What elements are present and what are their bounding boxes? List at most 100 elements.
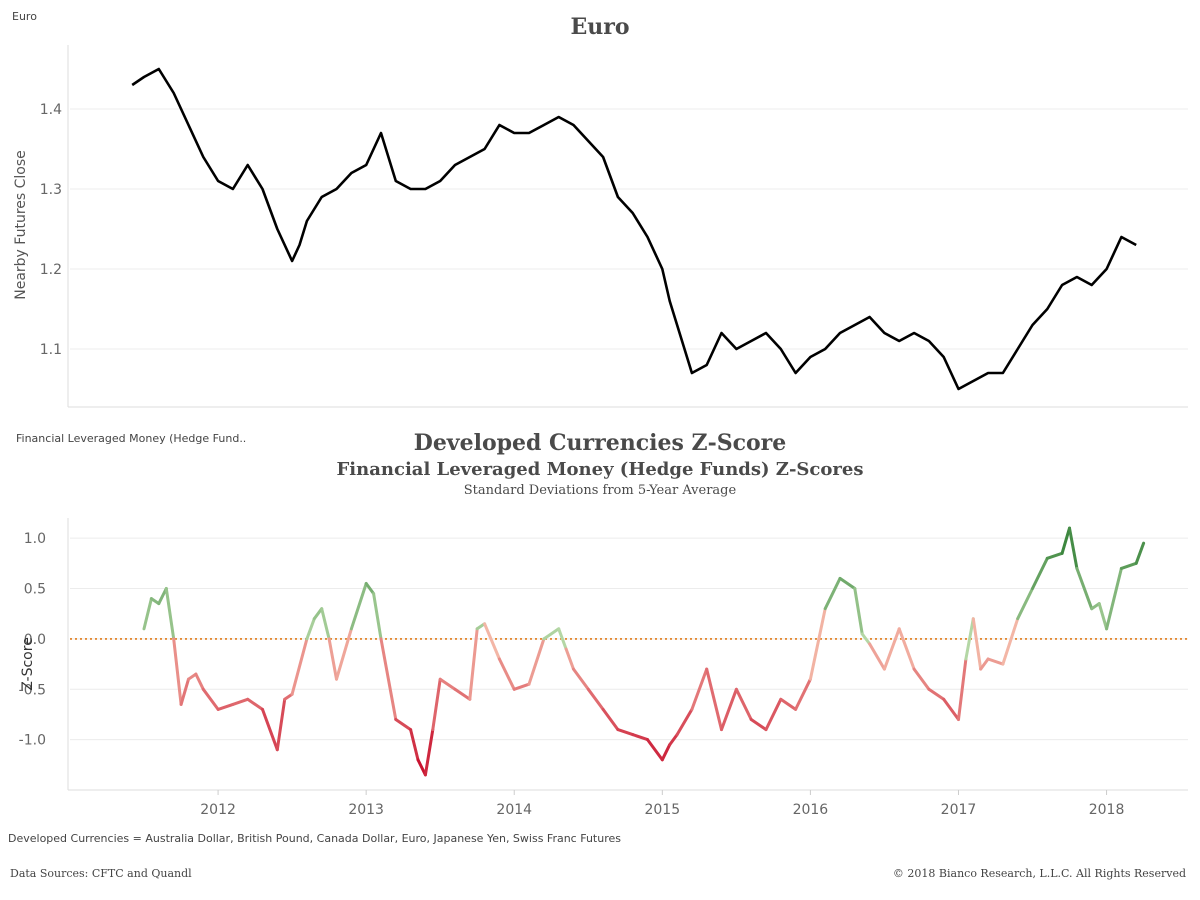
zscore-series-segment [616, 728, 635, 737]
zscore-series-segment [335, 627, 353, 681]
zscore-series-segment [1001, 617, 1020, 666]
zscore-series-segment [261, 707, 279, 752]
zscore-series-segment [1075, 566, 1094, 611]
z-x-tick-label: 2018 [1089, 802, 1125, 818]
zscore-series-segment [416, 758, 427, 777]
zscore-chart-title: Developed Currencies Z-Score [413, 430, 787, 456]
euro-chart: 1.4 1.3 1.2 1.1 Nearby Futures Close [13, 45, 1188, 408]
z-y-tick-label: -0.5 [19, 682, 46, 698]
zscore-series-segment [275, 697, 287, 752]
zscore-chart-subtitle: Financial Leveraged Money (Hedge Funds) … [336, 459, 864, 480]
zscore-series-segment [379, 637, 398, 721]
zscore-series-segment [942, 697, 960, 721]
zscore-series-segment [749, 718, 768, 732]
zscore-series-segment [853, 587, 864, 636]
zscore-series-segment [1031, 556, 1049, 590]
zscore-series-segment [1097, 602, 1109, 631]
footer-sources: Data Sources: CFTC and Quandl [10, 867, 192, 880]
euro-chart-title: Euro [570, 14, 630, 40]
zscore-series-segment [572, 667, 590, 691]
zscore-series-segment [142, 597, 153, 631]
zscore-series-segment [564, 647, 575, 671]
zscore-series-segment [468, 627, 479, 701]
zscore-series-segment [646, 738, 664, 762]
zscore-series-segment [172, 637, 183, 706]
zscore-series-segment [794, 677, 812, 711]
zscore-series-segment [201, 687, 220, 711]
zscore-series-segment [453, 687, 472, 701]
zscore-series-segment [290, 637, 309, 696]
zscore-series-segment [882, 627, 901, 671]
zscore-series-segment [1060, 526, 1071, 555]
zscore-series-segment [808, 607, 827, 681]
zscore-series-segment [179, 677, 190, 706]
z-x-tick-label: 2014 [496, 802, 532, 818]
zscore-series-segment [349, 582, 368, 631]
zscore-series-segment [868, 642, 886, 671]
z-x-tick-label: 2012 [200, 802, 236, 818]
zscore-chart-subsubtitle: Standard Deviations from 5-Year Average [463, 483, 737, 498]
zscore-series-segment [675, 707, 694, 737]
zscore-series-segment [660, 743, 672, 762]
z-x-tick-label: 2016 [793, 802, 829, 818]
z-y-tick-label: 0.0 [24, 632, 46, 648]
euro-y-tick-label: 1.1 [40, 342, 62, 358]
z-y-axis-label: Z-Score [20, 637, 36, 691]
zscore-series-segment [320, 607, 331, 641]
zscore-series-segment [542, 627, 561, 641]
zscore-series-segment [372, 592, 383, 641]
zscore-series-segment [497, 657, 516, 691]
zscore-series-segment [964, 617, 975, 661]
zscore-series-segment [1045, 551, 1064, 560]
zscore-series-segment [409, 728, 420, 762]
zscore-series-segment [1119, 561, 1138, 570]
zscore-series-segment [327, 637, 338, 681]
zscore-series-segment [512, 682, 531, 691]
zscore-series-segment [1134, 541, 1146, 565]
zscore-series-segment [527, 637, 546, 686]
zscore-series-segment [631, 733, 649, 742]
zscore-series-segment [557, 627, 568, 651]
zscore-series-segment [394, 718, 413, 732]
zscore-series-segment [838, 576, 857, 590]
zscore-series-segment [897, 627, 916, 671]
zscore-series-segment [720, 687, 738, 732]
zscore-series-segment [734, 687, 753, 721]
zscore-series-segment [423, 728, 435, 777]
z-y-tick-label: 1.0 [24, 531, 46, 547]
zscore-series-segment [705, 667, 723, 732]
z-x-tick-label: 2015 [644, 802, 680, 818]
zscore-series-segment [216, 702, 235, 711]
zscore-series-segment [157, 587, 168, 606]
zscore-series-segment [979, 657, 990, 671]
zscore-series-segment [483, 622, 501, 661]
zscore-series-segment [957, 657, 968, 721]
zscore-series-segment [246, 697, 264, 711]
footer-copyright: © 2018 Bianco Research, L.L.C. All Right… [892, 867, 1186, 880]
zscore-series-segment [668, 733, 679, 747]
zscore-series-segment [971, 617, 983, 671]
zscore-series-segment [194, 672, 205, 691]
zscore-series-segment [312, 607, 324, 621]
bottom-corner-label: Financial Leveraged Money (Hedge Fund.. [16, 432, 247, 445]
zscore-series-segment [927, 687, 946, 701]
euro-y-tick-label: 1.3 [40, 182, 62, 198]
zscore-series-segment [779, 697, 798, 711]
zscore-series-segment [305, 617, 316, 641]
euro-series-line [131, 67, 1137, 391]
zscore-series-segment [438, 677, 457, 691]
zscore-series-segment [586, 687, 605, 711]
euro-y-tick-label: 1.2 [40, 262, 62, 278]
z-y-tick-label: 0.5 [24, 582, 46, 598]
zscore-series-segment [764, 697, 783, 732]
z-x-tick-label: 2017 [941, 802, 977, 818]
zscore-series-segment [431, 677, 442, 732]
zscore-series-segment [1016, 587, 1034, 621]
euro-y-tick-label: 1.4 [40, 102, 62, 118]
z-y-tick-label: -1.0 [19, 733, 46, 749]
top-corner-label: Euro [12, 10, 37, 23]
zscore-series-segment [231, 697, 250, 706]
zscore-series-segment [164, 587, 176, 641]
zscore-series-segment [601, 707, 620, 732]
zscore-series-segment [860, 632, 872, 646]
